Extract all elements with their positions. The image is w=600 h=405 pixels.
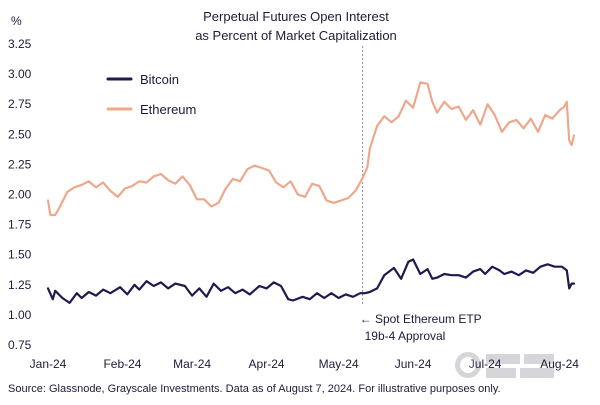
y-axis-unit-label: % bbox=[11, 14, 22, 28]
x-tick-label: May-24 bbox=[319, 357, 359, 371]
x-tick-label: Mar-24 bbox=[173, 357, 211, 371]
series-layer bbox=[46, 81, 576, 304]
y-tick-label: 2.00 bbox=[8, 188, 32, 202]
y-axis-ticks: 3.25 3.00 2.75 2.50 2.25 2.00 1.75 1.50 1.25 1.00… bbox=[8, 37, 32, 352]
y-tick-label: 2.50 bbox=[8, 127, 32, 141]
y-tick-label: 2.75 bbox=[8, 97, 32, 111]
x-tick-label: Jan-24 bbox=[30, 357, 67, 371]
x-tick-label: Jun-24 bbox=[395, 357, 432, 371]
series-line-bitcoin bbox=[46, 258, 576, 304]
x-tick-label: Aug-24 bbox=[540, 357, 579, 371]
y-tick-label: 0.75 bbox=[8, 338, 32, 352]
x-tick-label: Feb-24 bbox=[103, 357, 141, 371]
x-axis-ticks: Jan-24 Feb-24 Mar-24 Apr-24 May-24 Jun-24 Jul-… bbox=[30, 357, 580, 371]
y-tick-label: 3.00 bbox=[8, 67, 32, 81]
annotation-layer: ← Spot Ethereum ETP 19b-4 Approval bbox=[360, 46, 482, 343]
y-tick-label: 1.00 bbox=[8, 308, 32, 322]
y-tick-label: 3.25 bbox=[8, 37, 32, 51]
y-tick-label: 1.25 bbox=[8, 278, 32, 292]
x-tick-label: Apr-24 bbox=[249, 357, 285, 371]
watermark-logo bbox=[455, 352, 554, 378]
y-tick-label: 2.25 bbox=[8, 157, 32, 171]
y-tick-label: 1.75 bbox=[8, 218, 32, 232]
legend: Bitcoin Ethereum bbox=[106, 72, 196, 117]
source-note: Source: Glassnode, Grayscale Investments… bbox=[8, 383, 501, 395]
legend-label-bitcoin: Bitcoin bbox=[140, 72, 179, 87]
series-line-ethereum bbox=[46, 81, 576, 217]
annotation-text: 19b-4 Approval bbox=[365, 329, 446, 343]
legend-label-ethereum: Ethereum bbox=[140, 102, 196, 117]
y-tick-label: 1.50 bbox=[8, 248, 32, 262]
x-tick-label: Jul-24 bbox=[469, 357, 502, 371]
chart-title: Perpetual Futures Open Interest bbox=[203, 9, 389, 24]
annotation-text: ← Spot Ethereum ETP bbox=[360, 312, 482, 326]
chart-subtitle: as Percent of Market Capitalization bbox=[195, 28, 397, 43]
